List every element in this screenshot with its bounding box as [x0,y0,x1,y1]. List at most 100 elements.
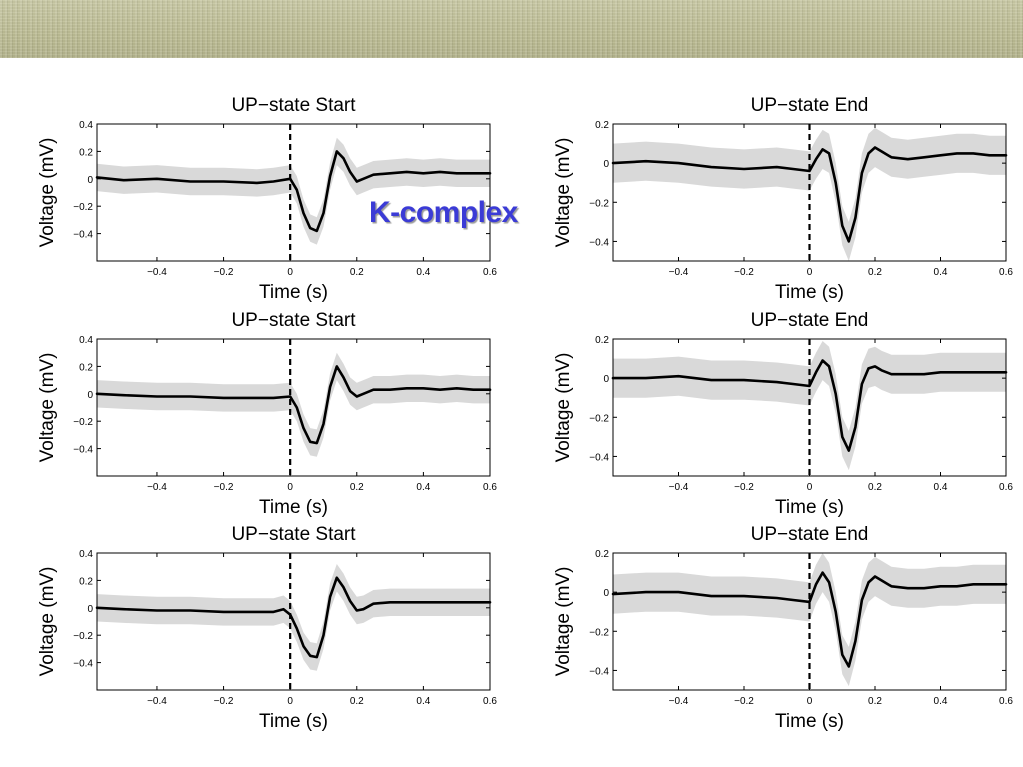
chart-title: UP−state End [751,524,869,545]
y-tick-label: −0.4 [589,666,609,677]
chart-panel-2: −0.4 −0.2 0 0.2 0.4 0.6 0.2 0 −0.2 −0.4 UP−state E… [553,95,1013,303]
y-axis-label: Voltage (mV) [37,567,58,677]
axes-frame [96,552,491,691]
x-tick-label: 0.2 [868,482,882,493]
y-tick-label: −0.2 [73,631,93,642]
y-tick-label: −0.2 [73,417,93,428]
chart-title: UP−state Start [231,95,356,116]
slide-banner [0,0,1023,58]
y-tick-label: 0.2 [79,147,93,158]
x-tick-label: 0.2 [868,267,882,278]
chart-title: UP−state Start [231,310,356,331]
x-tick-label: −0.2 [214,267,234,278]
y-tick-label: 0.2 [79,362,93,373]
y-tick-label: 0.2 [79,576,93,587]
x-tick-label: −0.4 [147,482,167,493]
y-tick-label: 0 [87,175,93,186]
confidence-band [97,564,490,671]
x-tick-label: 0.4 [934,482,948,493]
x-axis-label: Time (s) [775,497,844,518]
x-tick-label: 0 [287,482,293,493]
x-axis-label: Time (s) [775,711,844,732]
x-tick-label: −0.4 [147,267,167,278]
y-tick-label: 0 [87,604,93,615]
confidence-band [613,553,1006,687]
chart-panel-3: −0.4 −0.2 0 0.2 0.4 0.6 0.4 0.2 0 −0.2 −0.4 UP−stat… [37,310,497,518]
x-tick-label: 0 [287,696,293,707]
x-tick-label: −0.4 [669,696,689,707]
x-tick-label: 0.4 [416,696,430,707]
y-tick-label: −0.2 [73,202,93,213]
chart-title: UP−state End [751,95,869,116]
chart-title: UP−state Start [231,524,356,545]
confidence-band [97,137,490,245]
y-tick-label: 0 [87,390,93,401]
y-tick-label: −0.4 [73,659,93,670]
y-tick-label: 0.4 [79,335,93,346]
x-axis-label: Time (s) [259,282,328,303]
y-tick-label: 0 [603,374,609,385]
axes-frame [96,123,491,262]
x-tick-label: 0.2 [350,482,364,493]
y-tick-label: −0.2 [589,413,609,424]
chart-panel-1: −0.4 −0.2 0 0.2 0.4 0.6 0.4 0.2 0 −0.2 −0.4 UP−stat… [37,95,497,303]
y-tick-label: 0 [603,159,609,170]
y-tick-label: 0.2 [595,335,609,346]
y-tick-label: −0.4 [589,452,609,463]
x-tick-label: −0.2 [214,696,234,707]
x-axis-label: Time (s) [259,711,328,732]
confidence-band [97,352,490,457]
mean-voltage-line [95,150,492,233]
x-tick-label: −0.4 [147,696,167,707]
x-tick-label: 0.6 [999,267,1013,278]
x-tick-label: 0.4 [934,267,948,278]
x-tick-label: −0.2 [214,482,234,493]
x-tick-label: 0.4 [416,482,430,493]
chart-panel-4: −0.4 −0.2 0 0.2 0.4 0.6 0.2 0 −0.2 −0.4 UP−state E… [553,310,1013,518]
x-axis-label: Time (s) [775,282,844,303]
mean-voltage-line [611,571,1008,668]
mean-voltage-line [95,365,492,445]
x-axis-label: Time (s) [259,497,328,518]
y-tick-label: 0.2 [595,549,609,560]
axes-frame [96,338,491,477]
y-tick-label: −0.2 [589,627,609,638]
x-tick-label: −0.4 [669,482,689,493]
y-axis-label: Voltage (mV) [553,567,574,677]
y-tick-label: −0.4 [73,445,93,456]
y-tick-label: −0.4 [589,237,609,248]
x-tick-label: 0 [807,696,813,707]
y-tick-label: 0.2 [595,120,609,131]
x-tick-label: 0.6 [483,482,497,493]
y-axis-label: Voltage (mV) [37,353,58,463]
x-tick-label: 0.2 [350,267,364,278]
confidence-band [613,127,1006,262]
x-tick-label: 0.6 [999,696,1013,707]
x-tick-label: 0.6 [483,696,497,707]
x-tick-label: 0.4 [934,696,948,707]
x-tick-label: 0.4 [416,267,430,278]
x-tick-label: −0.2 [734,267,754,278]
x-tick-label: 0.6 [999,482,1013,493]
x-tick-label: −0.4 [669,267,689,278]
x-tick-label: 0.6 [483,267,497,278]
x-tick-label: 0 [807,267,813,278]
chart-title: UP−state End [751,310,869,331]
y-tick-label: −0.4 [73,230,93,241]
x-tick-label: 0.2 [868,696,882,707]
y-axis-label: Voltage (mV) [553,138,574,248]
y-tick-label: 0.4 [79,120,93,131]
k-complex-annotation: K-complex [369,196,518,229]
y-axis-label: Voltage (mV) [37,138,58,248]
x-tick-label: −0.2 [734,696,754,707]
x-tick-label: 0 [807,482,813,493]
mean-voltage-line [95,576,492,659]
mean-voltage-line [611,146,1008,243]
x-tick-label: 0.2 [350,696,364,707]
y-tick-label: −0.2 [589,198,609,209]
y-axis-label: Voltage (mV) [553,353,574,463]
mean-voltage-line [611,359,1008,452]
x-tick-label: 0 [287,267,293,278]
x-tick-label: −0.2 [734,482,754,493]
